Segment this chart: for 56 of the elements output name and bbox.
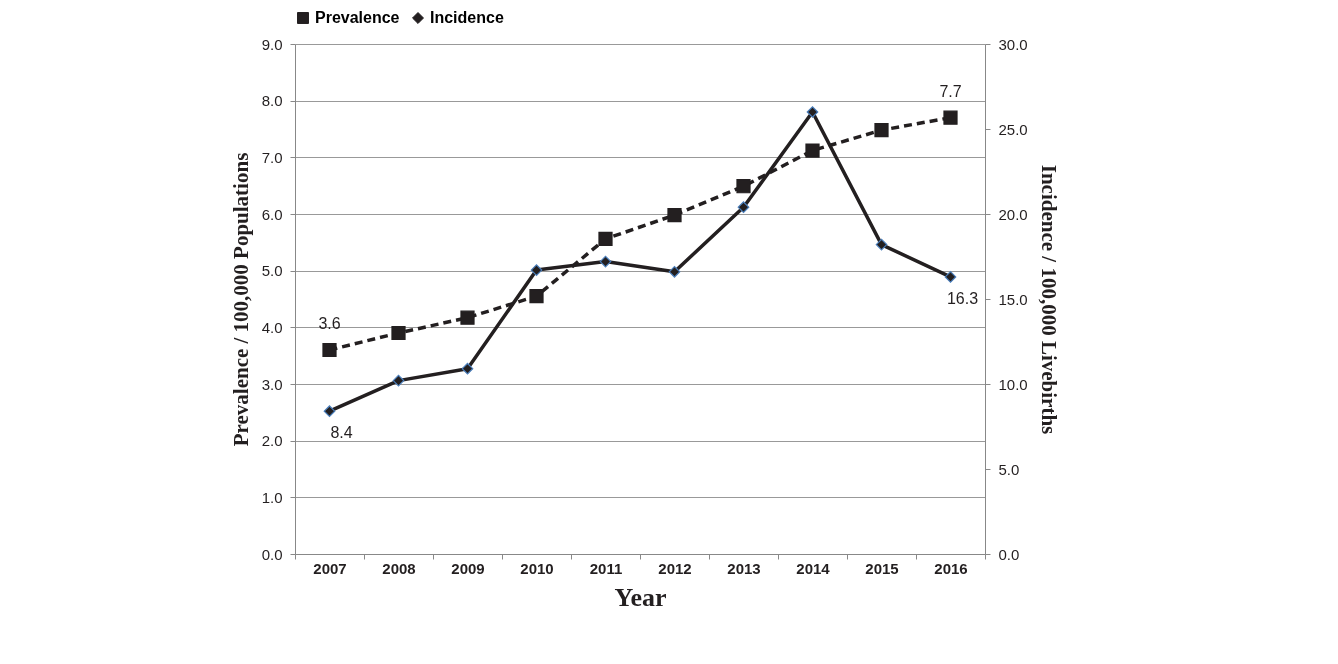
legend-label: Incidence xyxy=(430,9,504,26)
x-tick-label: 2010 xyxy=(520,559,554,577)
y-tick-label: 6.0 xyxy=(261,205,283,223)
point xyxy=(322,342,337,358)
y2-tick-label: 25.0 xyxy=(998,120,1028,138)
point xyxy=(392,374,405,387)
x-tick-label: 2007 xyxy=(313,559,347,577)
data-label: 16.3 xyxy=(946,289,979,307)
point xyxy=(530,264,543,276)
y-tick-label: 7.0 xyxy=(261,148,283,166)
point xyxy=(668,265,681,278)
y-tick-label: 4.0 xyxy=(261,318,283,336)
point xyxy=(806,106,819,118)
x-tick-label: 2013 xyxy=(727,559,761,577)
y-tick-label: 1.0 xyxy=(261,488,283,506)
point xyxy=(736,179,751,194)
point xyxy=(874,123,889,138)
point xyxy=(737,201,750,214)
x-tick-label: 2011 xyxy=(589,559,623,577)
x-tick-label: 2012 xyxy=(658,559,692,577)
x-tick-label: 2015 xyxy=(865,559,899,577)
y-tick-label: 5.0 xyxy=(261,262,283,280)
point xyxy=(944,271,957,283)
point xyxy=(529,289,544,304)
y2-tick-label: 15.0 xyxy=(998,290,1028,308)
x-tick-label: 2016 xyxy=(934,559,968,577)
data-label: 7.7 xyxy=(939,82,962,100)
y2-tick-label: 10.0 xyxy=(998,375,1028,393)
point xyxy=(391,325,406,341)
legend-label: Prevalence xyxy=(315,9,400,26)
y2-axis-title: Incidence / 100,000 Livebirths xyxy=(1036,164,1061,435)
y2-tick-label: 30.0 xyxy=(998,35,1028,53)
point xyxy=(598,231,613,247)
y2-tick-label: 0.0 xyxy=(998,545,1020,563)
y-tick-label: 9.0 xyxy=(261,35,283,53)
y-tick-label: 2.0 xyxy=(261,432,283,450)
x-tick-label: 2014 xyxy=(796,559,831,577)
y2-tick-label: 5.0 xyxy=(998,460,1020,478)
x-tick-label: 2008 xyxy=(382,559,416,577)
point xyxy=(805,143,820,158)
point xyxy=(599,255,612,268)
data-label: 8.4 xyxy=(330,424,353,442)
point xyxy=(323,405,336,418)
y2-tick-label: 20.0 xyxy=(998,205,1028,223)
data-label: 3.6 xyxy=(318,315,341,332)
x-tick-label: 2009 xyxy=(451,559,485,577)
y-axis-title: Prevalence / 100,000 Populations xyxy=(228,152,253,447)
y-tick-label: 8.0 xyxy=(261,92,283,110)
point xyxy=(875,238,888,251)
y-tick-label: 3.0 xyxy=(261,375,283,393)
point xyxy=(943,110,958,125)
point xyxy=(461,362,474,375)
point xyxy=(667,208,682,223)
x-axis-title: Year xyxy=(614,582,667,612)
y-tick-label: 0.0 xyxy=(261,545,283,563)
point xyxy=(460,310,475,325)
